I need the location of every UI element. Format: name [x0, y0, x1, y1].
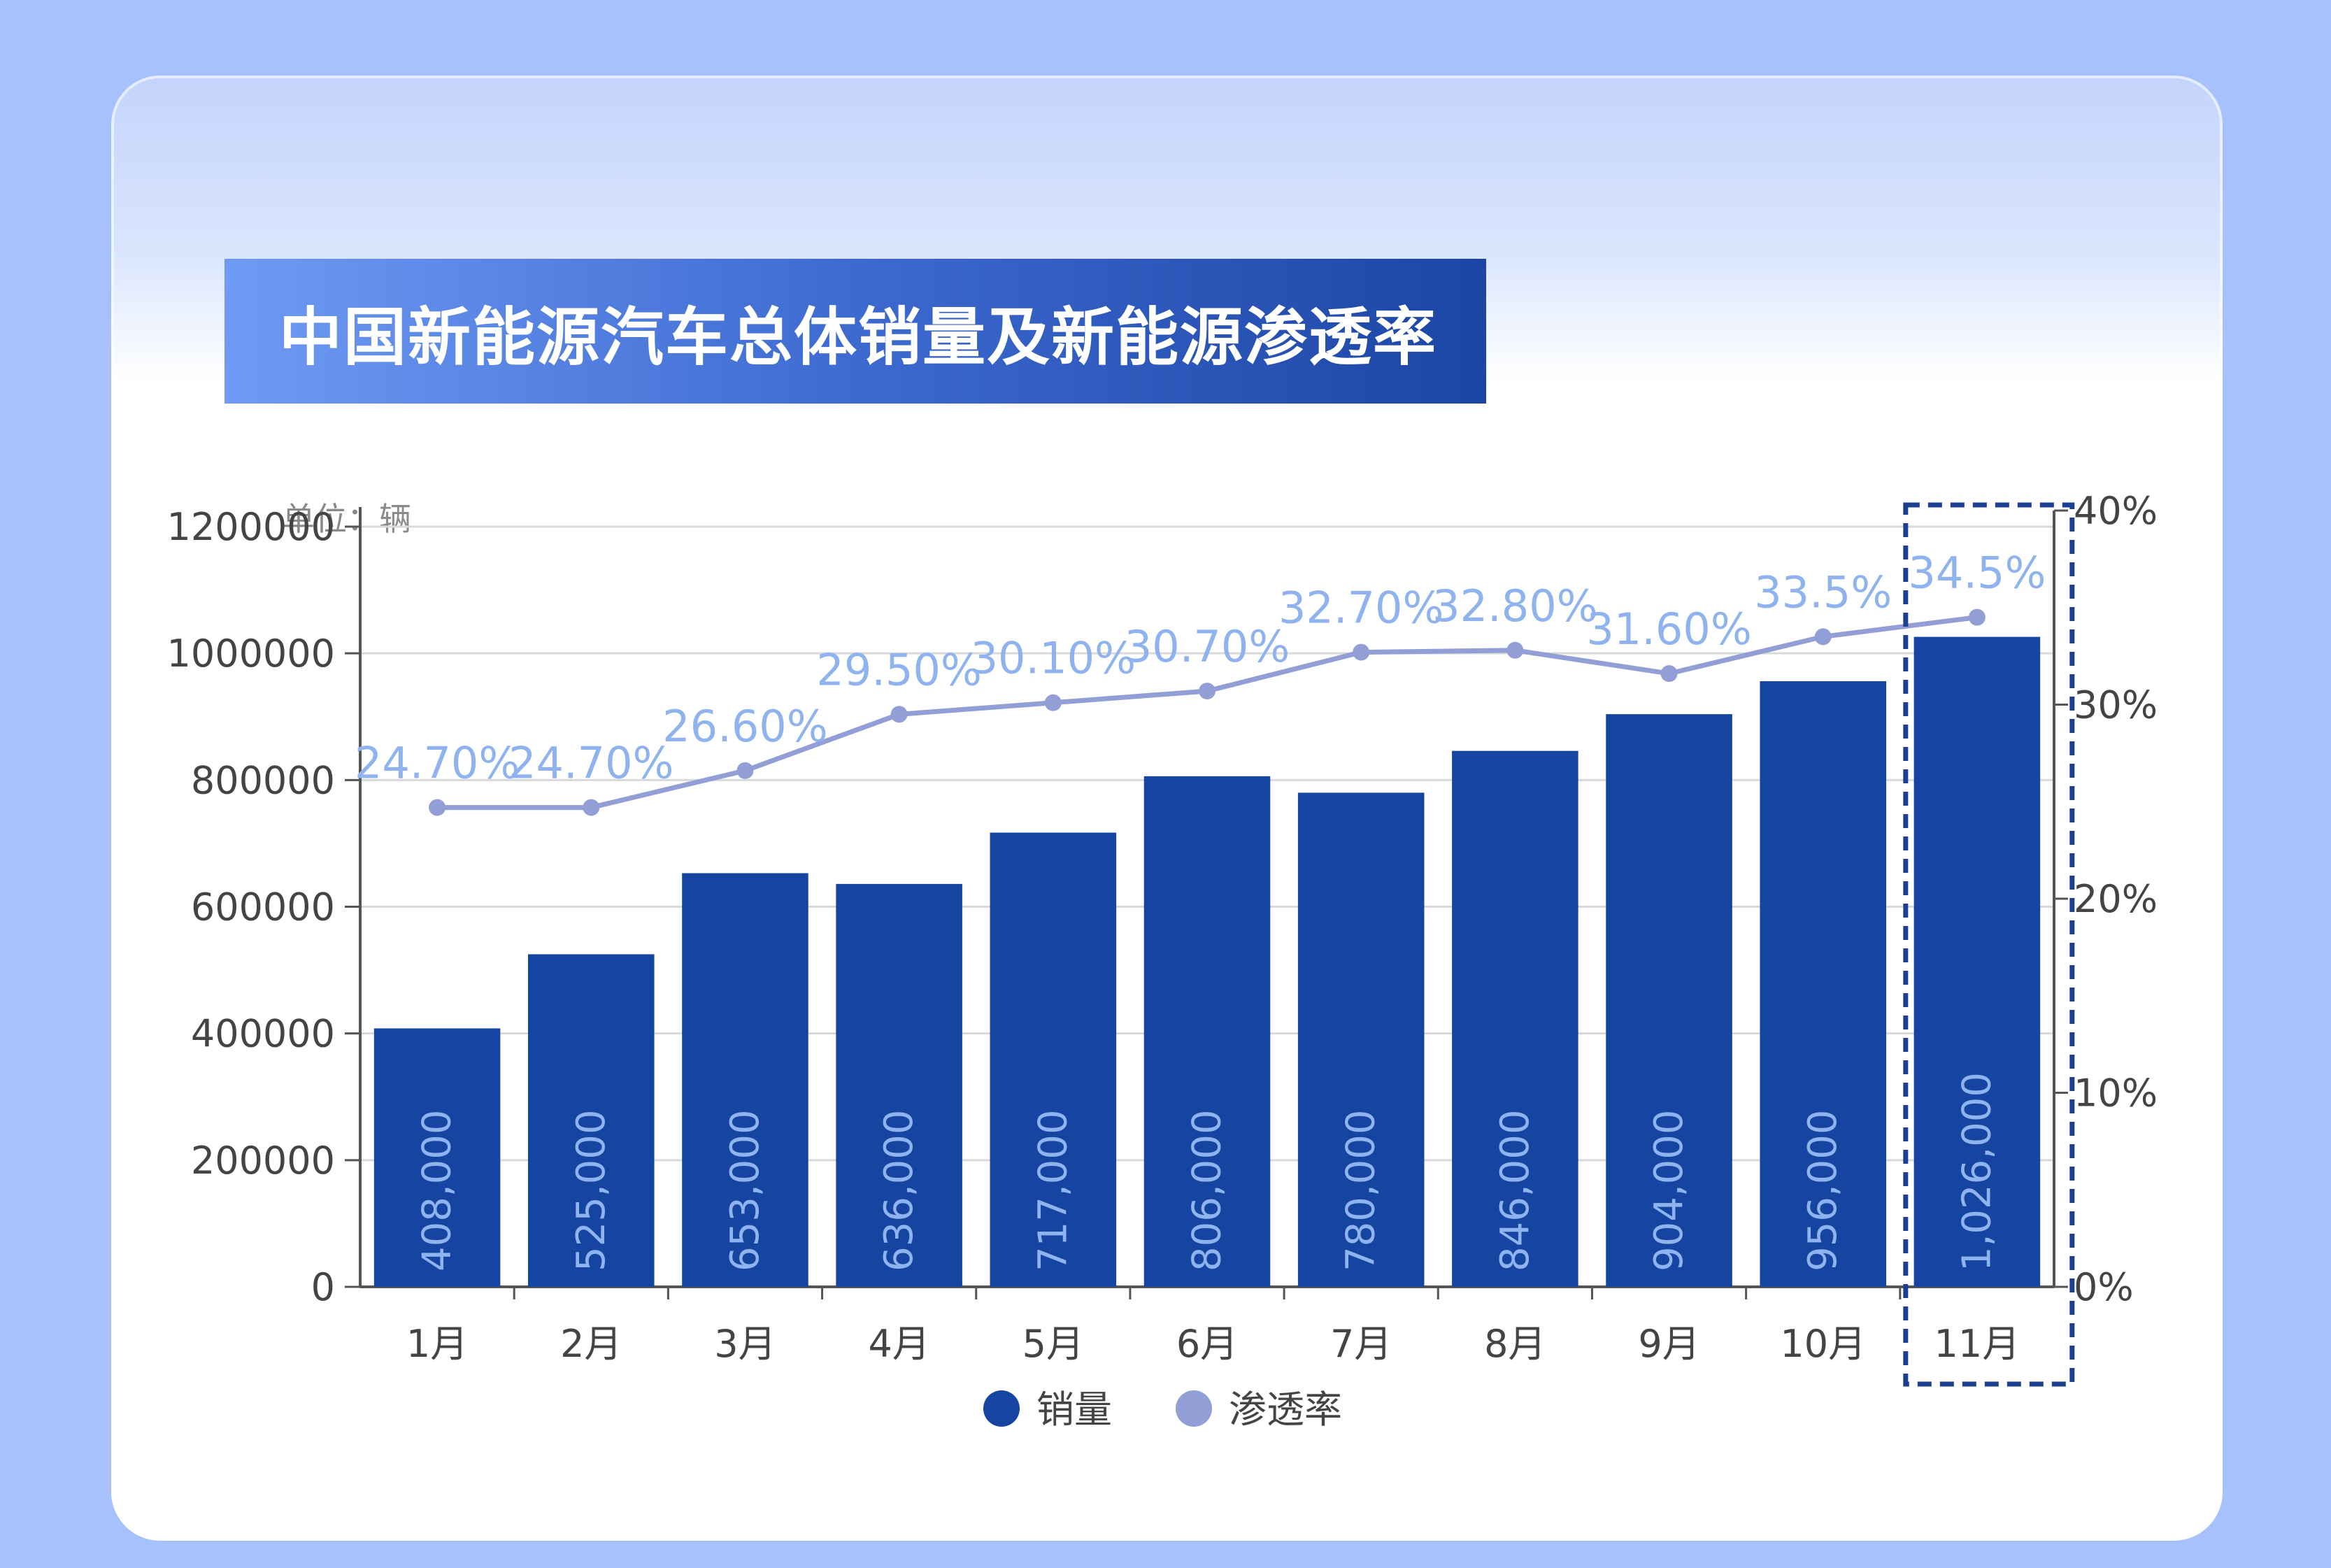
y-left-tick-label: 200000: [191, 1139, 335, 1183]
line-value-label: 24.70%: [355, 738, 520, 789]
x-tick-label: 8月: [1484, 1322, 1546, 1366]
bar-value-label: 904,000: [1646, 1109, 1692, 1271]
line-point[interactable]: [1506, 641, 1524, 659]
y-right-tick-label: 30%: [2074, 683, 2158, 727]
bar-value-label: 846,000: [1492, 1109, 1538, 1271]
line-value-label: 32.70%: [1278, 583, 1443, 634]
bar-4月[interactable]: [836, 883, 962, 1287]
bar-2月[interactable]: [527, 954, 655, 1287]
line-value-label: 30.70%: [1125, 621, 1290, 672]
line-point[interactable]: [1660, 665, 1678, 683]
bar-6月[interactable]: [1143, 776, 1271, 1287]
x-tick-label: 2月: [560, 1322, 622, 1366]
y-left-tick-label: 1200000: [167, 505, 336, 549]
y-right-tick-label: 0%: [2074, 1265, 2134, 1309]
bar-8月[interactable]: [1452, 750, 1578, 1287]
bar-9月[interactable]: [1606, 714, 1732, 1287]
legend-marker-0[interactable]: [983, 1390, 1020, 1427]
line-point[interactable]: [583, 799, 600, 816]
bar-11月[interactable]: [1913, 636, 2041, 1287]
bar-10月[interactable]: [1760, 681, 1887, 1287]
bar-7月[interactable]: [1297, 792, 1425, 1287]
y-left-tick-label: 0: [311, 1265, 335, 1309]
bar-3月[interactable]: [682, 873, 808, 1287]
line-point[interactable]: [1044, 694, 1062, 711]
bar-1月[interactable]: [373, 1028, 501, 1287]
chart-title: 中国新能源汽车总体销量及新能源渗透率: [279, 300, 1437, 374]
y-left-tick-label: 800000: [191, 758, 335, 802]
line-value-label: 24.70%: [508, 738, 673, 789]
bar-value-label: 717,000: [1030, 1109, 1076, 1271]
line-point[interactable]: [890, 706, 908, 723]
line-point[interactable]: [1814, 628, 1832, 646]
bar-value-label: 525,000: [569, 1109, 614, 1271]
legend-label: 渗透率: [1229, 1388, 1342, 1432]
x-tick-label: 4月: [868, 1322, 929, 1366]
bar-value-label: 780,000: [1339, 1109, 1384, 1271]
title-banner: 中国新能源汽车总体销量及新能源渗透率: [224, 259, 1486, 404]
line-point[interactable]: [736, 762, 754, 779]
bar-value-label: 806,000: [1185, 1109, 1230, 1271]
y-right-tick-label: 10%: [2074, 1071, 2158, 1116]
y-left-tick-label: 1000000: [167, 632, 336, 676]
line-value-label: 31.60%: [1586, 604, 1751, 655]
x-tick-label: 5月: [1022, 1322, 1084, 1366]
y-left-tick-label: 600000: [191, 885, 335, 929]
bar-value-label: 956,000: [1800, 1109, 1846, 1271]
bar-5月[interactable]: [990, 832, 1117, 1287]
line-point[interactable]: [1353, 643, 1370, 661]
legend-label: 销量: [1036, 1388, 1112, 1432]
highlight-box: [1903, 502, 2075, 1387]
unit-label: 单位：辆: [283, 500, 411, 538]
line-point[interactable]: [1199, 683, 1216, 700]
y-right-tick-label: 20%: [2074, 877, 2158, 921]
y-right-tick-label: 40%: [2074, 489, 2158, 533]
line-value-label: 26.60%: [662, 701, 827, 752]
line-value-label: 30.10%: [971, 633, 1136, 684]
line-value-label: 32.80%: [1432, 580, 1597, 632]
x-tick-label: 7月: [1330, 1322, 1392, 1366]
x-tick-label: 6月: [1176, 1322, 1238, 1366]
x-tick-label: 9月: [1638, 1322, 1699, 1366]
line-point[interactable]: [1968, 608, 1986, 626]
x-tick-label: 11月: [1934, 1322, 2020, 1366]
line-point[interactable]: [429, 799, 446, 816]
bar-value-label: 653,000: [722, 1109, 768, 1271]
bar-value-label: 408,000: [415, 1109, 460, 1271]
x-tick-label: 1月: [406, 1322, 468, 1366]
legend-marker-1[interactable]: [1176, 1390, 1212, 1427]
line-value-label: 33.5%: [1754, 566, 1892, 618]
x-tick-label: 10月: [1780, 1322, 1866, 1366]
line-value-label: 29.50%: [816, 644, 981, 695]
bar-value-label: 636,000: [876, 1109, 922, 1271]
line-value-label: 34.5%: [1908, 548, 2046, 599]
bar-value-label: 1,026,000: [1954, 1072, 1999, 1271]
y-left-tick-label: 400000: [191, 1012, 335, 1056]
x-tick-label: 3月: [714, 1322, 776, 1366]
